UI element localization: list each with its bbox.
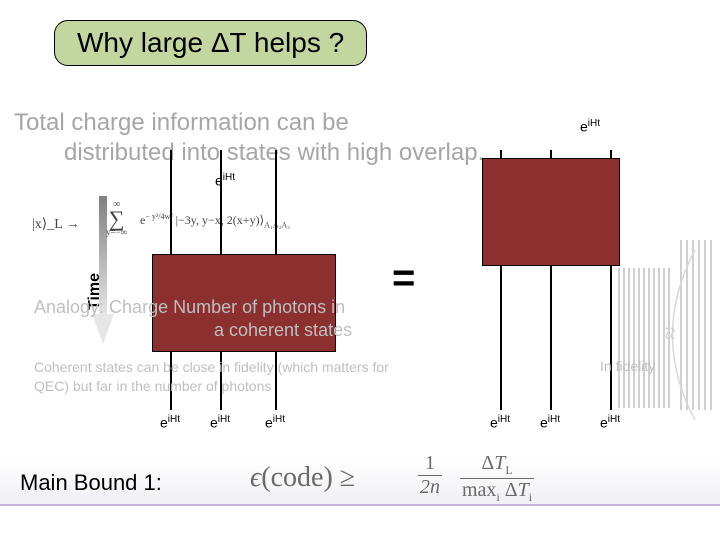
approx-equal-icon: ≈ (655, 327, 682, 340)
eiht-label-top-1: eiHt (215, 172, 235, 189)
coherent-text: Coherent states can be close in fidelity… (34, 358, 389, 396)
eiht-b5: eiHt (540, 414, 560, 431)
in-fidelity-label: In fidelity (600, 358, 655, 374)
bar-block-2 (482, 158, 620, 266)
formula-state: |x⟩_L → (32, 216, 80, 233)
formula-frac-2: ΔTL maxi ΔTi (460, 452, 534, 505)
main-bound-label: Main Bound 1: (20, 470, 162, 496)
formula-frac-1: 1 2n (418, 452, 442, 499)
footer-line (0, 504, 720, 506)
title-box: Why large ΔT helps ? (54, 20, 367, 66)
eiht-b1: eiHt (160, 414, 180, 431)
body-paragraph: Total charge information can be distribu… (14, 108, 484, 168)
eiht-b6: eiHt (600, 414, 620, 431)
eiht-b2: eiHt (210, 414, 230, 431)
formula-exp: e− y²/4w² |−3y, y−x, 2(x+y)⟩A₁A₂A₃ (140, 212, 290, 229)
analogy-text: Analogy: Charge Number of photons in a c… (34, 296, 352, 343)
eiht-b3: eiHt (265, 414, 285, 431)
formula-code: ϵ(code) ≥ (250, 462, 355, 494)
eiht-label-top-2: eiHt (580, 118, 600, 135)
body-line1: Total charge information can be (14, 109, 349, 136)
eiht-b4: eiHt (490, 414, 510, 431)
equals-sign: = (392, 256, 415, 301)
formula-sum: ∞ ∑ y=−∞ (106, 200, 127, 237)
